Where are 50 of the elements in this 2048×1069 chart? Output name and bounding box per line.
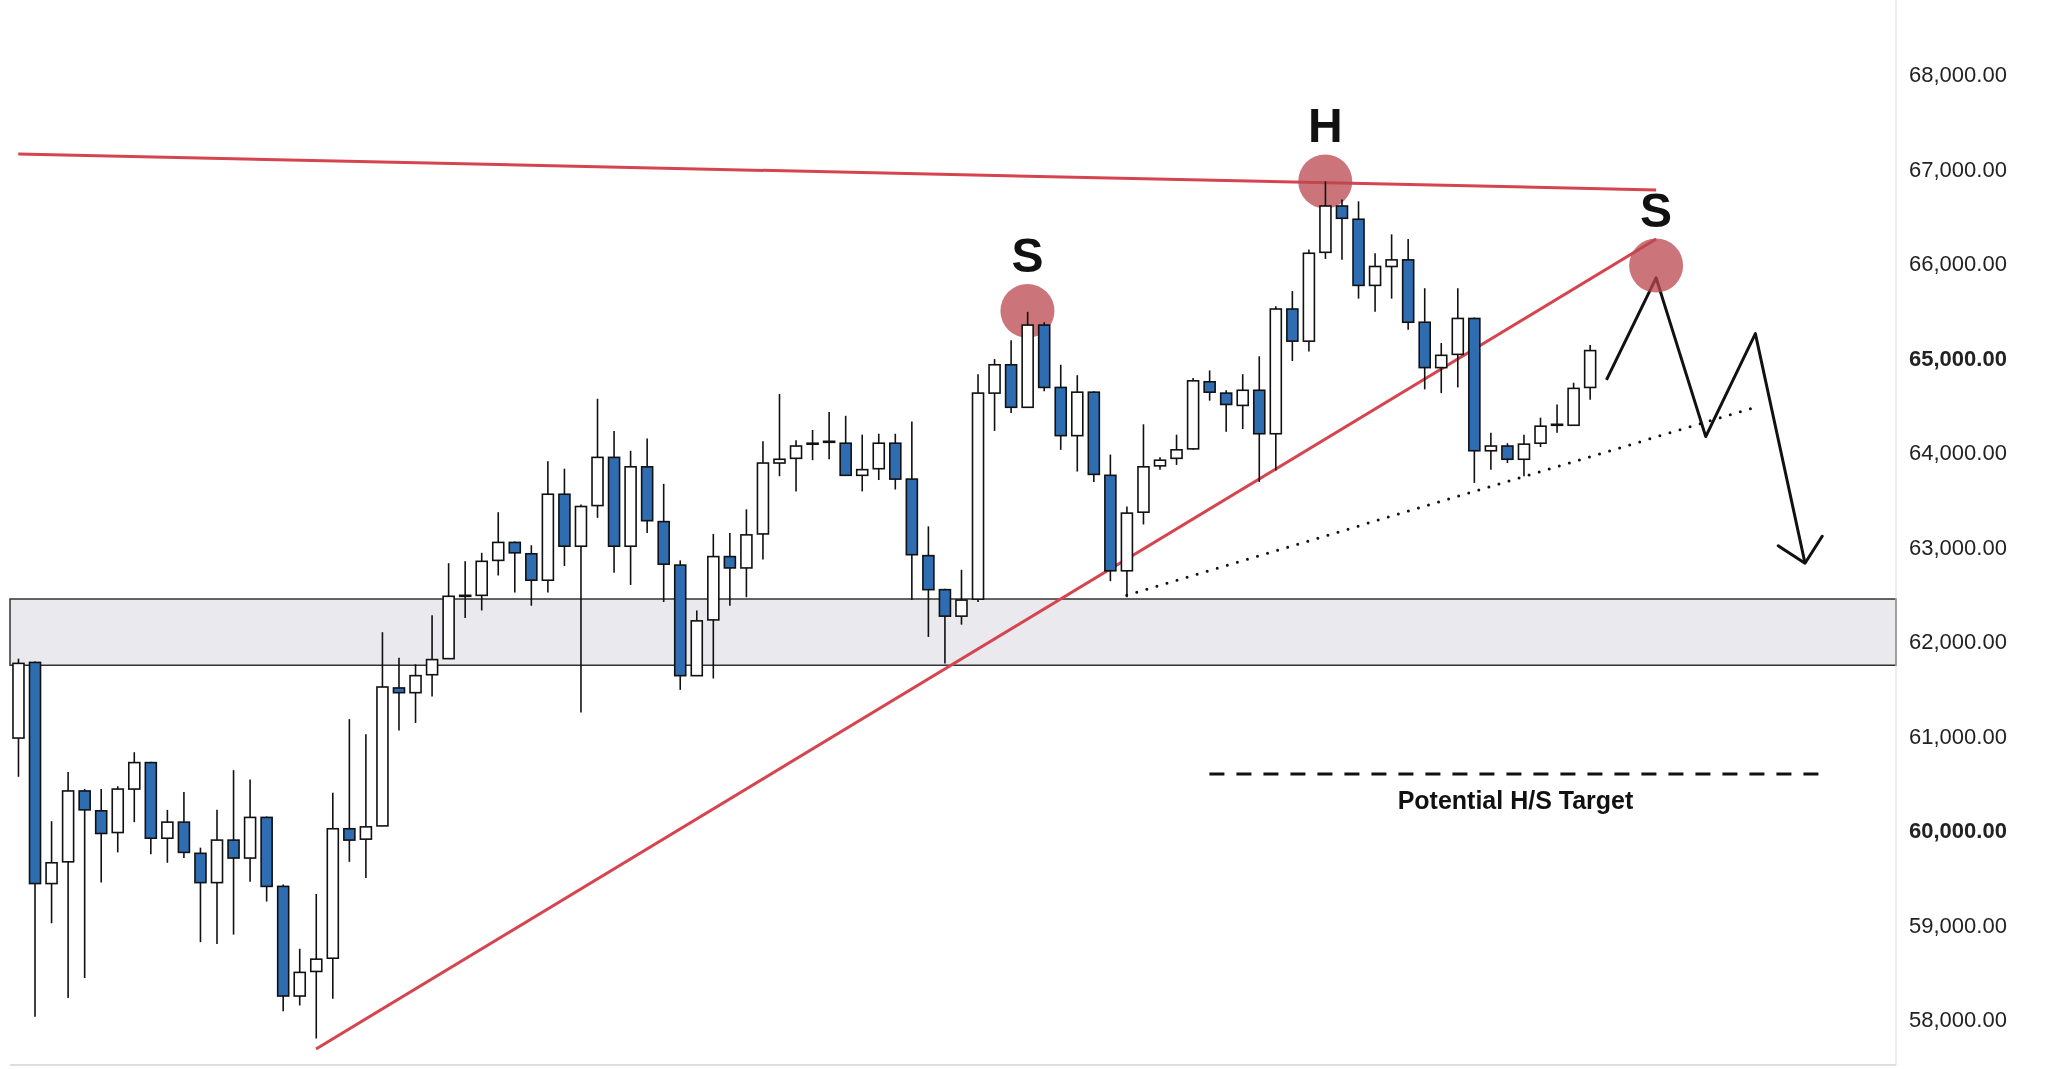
candlestick [773,393,786,478]
candlestick [1517,433,1531,478]
candlestick [392,656,406,732]
y-tick-label: 68,000.00 [1909,62,2007,88]
y-tick-label: 67,000.00 [1909,156,2007,182]
y-tick-label: 62,000.00 [1909,629,2007,655]
candlestick [1434,342,1448,394]
candlestick [723,532,737,607]
candlestick [1368,252,1382,313]
y-tick-label: 66,000.00 [1909,251,2007,277]
candlestick [1203,369,1216,402]
candlestick [1170,433,1183,466]
candlestick [1385,233,1398,300]
candlestick [508,540,522,594]
candlestick [806,429,819,462]
point [1298,154,1353,209]
candlestick [1534,416,1547,448]
candlestick [161,809,174,864]
candlestick [1484,432,1498,471]
y-tick-label: 61,000.00 [1909,723,2007,749]
candlestick [955,569,968,626]
candlestick [491,511,505,577]
candlestick [1550,403,1564,434]
candlestick [1335,198,1349,261]
candlestick [359,733,373,879]
point [1629,238,1684,293]
y-tick-label: 65,000.00 [1909,345,2007,371]
candlestick [1219,389,1233,433]
candlestick [78,788,91,979]
series-label: Potential H/S Target [1397,785,1634,814]
candlestick [227,769,240,936]
candlestick [409,663,422,724]
candlestick [1236,373,1250,430]
y-tick-label: 63,000.00 [1909,534,2007,560]
candlestick [94,788,108,884]
y-tick-label: 60,000.00 [1909,818,2007,844]
y-tick-label: 58,000.00 [1909,1007,2007,1033]
candlestick [45,820,58,925]
candlestick [343,718,356,863]
candlestick [855,433,869,493]
candlestick [1501,442,1514,464]
data-label: H [1307,99,1343,153]
data-label: S [1640,183,1673,237]
candlestick [425,614,439,698]
candlestick [789,439,803,493]
data-label: S [1011,228,1044,282]
y-tick-label: 64,000.00 [1909,440,2007,466]
candlestick [293,947,307,1007]
y-tick-label: 59,000.00 [1909,912,2007,938]
candlestick [309,893,323,1040]
